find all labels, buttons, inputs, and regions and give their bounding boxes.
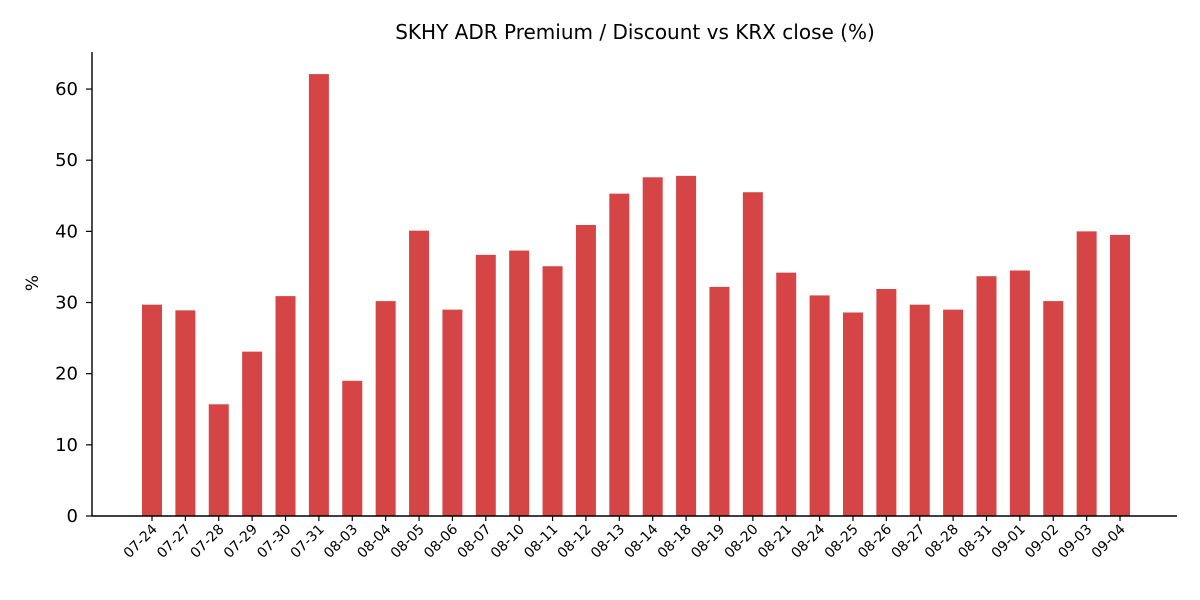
bar-08-14 [642,177,663,516]
bar-08-03 [342,380,363,516]
bar-08-10 [509,250,530,516]
x-tick-label: 07-28 [188,522,228,562]
x-tick-label: 08-10 [488,522,528,562]
bar-08-20 [742,192,763,516]
x-tick-label: 08-25 [822,522,862,562]
x-tick-label: 09-04 [1089,521,1129,561]
y-axis-label: % [23,275,43,291]
bar-08-19 [709,286,730,516]
x-tick-label: 08-28 [922,522,962,562]
bar-08-24 [809,295,830,516]
x-tick-label: 07-29 [221,522,261,562]
bar-08-18 [676,175,697,517]
y-tick-label: 60 [55,79,78,100]
bar-08-06 [442,309,463,516]
bar-08-11 [542,266,563,516]
x-tick-label: 08-20 [722,522,762,562]
bar-08-28 [943,309,964,516]
x-tick-label: 08-05 [388,522,428,562]
x-tick-label: 08-14 [621,521,661,561]
y-tick-label: 0 [67,506,78,527]
bar-09-04 [1110,234,1131,517]
bar-07-27 [175,310,196,516]
x-tick-label: 08-18 [655,522,695,562]
x-tick-label: 07-24 [121,521,161,561]
x-tick-label: 08-11 [521,522,561,562]
bar-07-29 [242,351,263,516]
y-tick-label: 10 [55,435,78,456]
x-tick-label: 08-19 [688,522,728,562]
x-tick-label: 08-21 [755,522,795,562]
x-tick-label: 07-30 [254,522,294,562]
bar-08-12 [575,224,596,516]
bar-09-03 [1076,231,1097,517]
bar-07-28 [208,404,229,516]
bar-08-27 [909,304,930,516]
x-tick-label: 08-06 [421,521,461,561]
chart-title: SKHY ADR Premium / Discount vs KRX close… [395,20,875,44]
bar-08-31 [976,276,997,516]
x-tick-label: 07-27 [154,522,194,562]
y-tick-label: 40 [55,221,78,242]
bar-08-25 [842,312,863,516]
bar-08-26 [876,289,897,516]
x-tick-label: 08-24 [788,521,828,561]
bar-09-02 [1043,301,1064,516]
y-tick-label: 50 [55,150,78,171]
x-tick-label: 08-12 [555,522,595,562]
x-tick-label: 09-01 [989,522,1029,562]
y-tick-label: 30 [55,293,78,314]
x-tick-label: 08-26 [855,521,895,561]
bars-group [142,74,1131,517]
x-tick-label: 08-07 [455,522,495,562]
bar-09-01 [1009,270,1030,516]
x-tick-label: 09-02 [1022,522,1062,562]
y-ticks-group: 0 10 20 30 40 50 60 [55,79,92,527]
bar-08-21 [776,272,797,516]
bar-08-04 [375,301,396,516]
bar-08-05 [409,230,430,516]
y-tick-label: 20 [55,364,78,385]
bar-07-30 [275,296,296,516]
x-tick-label: 07-31 [288,522,328,562]
x-tick-label: 08-03 [321,522,361,562]
x-ticks-group: 07-2407-2707-2807-2907-3007-3108-0308-04… [121,516,1129,562]
x-tick-label: 08-13 [588,522,628,562]
x-tick-label: 08-04 [354,521,394,561]
x-tick-label: 09-03 [1055,522,1095,562]
x-tick-label: 08-27 [888,522,928,562]
bar-07-31 [308,74,329,516]
bar-08-07 [475,254,496,516]
x-tick-label: 08-31 [955,522,995,562]
bar-07-24 [142,304,162,516]
bar-08-13 [609,193,630,516]
